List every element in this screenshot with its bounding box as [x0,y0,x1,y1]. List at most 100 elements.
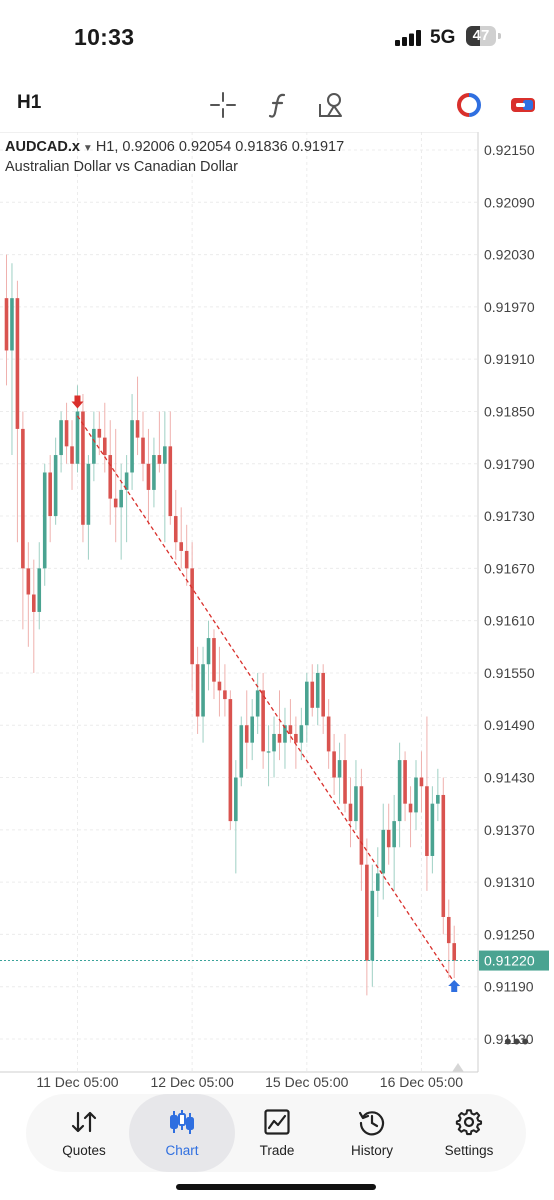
time-label: 15 Dec 05:00 [265,1074,348,1090]
candle [10,263,14,456]
price-label: 0.91790 [484,456,535,472]
candle-body [86,463,91,525]
candle-body [201,664,205,717]
candle-body [70,446,74,464]
candle [15,280,20,543]
tab-settings[interactable]: Settings [421,1094,517,1172]
candle-body [152,455,156,490]
candle [337,742,342,804]
current-price-label: 0.91220 [484,953,535,969]
candle-body [217,681,222,691]
chart-toggle-icon[interactable] [508,90,538,120]
candle [64,402,69,464]
candle-body [234,777,238,822]
candle [108,420,113,525]
candle-body [266,751,271,753]
candle-body [124,472,129,490]
price-chart[interactable]: 0.91220 0.92150 0.92090 0.92030 0.91970 0.91… [0,132,554,1092]
candle-body [392,821,396,848]
candle-body [135,420,140,438]
candle [141,411,145,482]
one-click-trading-icon[interactable] [454,90,484,120]
candle-body [452,943,457,961]
candle-body [441,794,446,917]
candle [37,542,42,630]
candle [239,716,244,787]
candle [81,394,85,543]
candle-body [436,794,440,804]
candle [365,838,369,996]
candle-body [113,498,118,508]
candle [92,411,96,482]
candle [113,428,118,543]
candle [190,542,194,691]
candle-body [157,455,162,464]
history-icon [358,1111,385,1136]
candle [26,542,31,647]
candle [135,376,140,456]
trade-chart-icon [264,1109,290,1135]
status-time: 10:33 [74,24,135,50]
candle-body [184,550,189,569]
candle-body [97,428,102,438]
candle-body [26,568,31,595]
candle [21,411,25,630]
symbol-info[interactable]: AUDCAD.x ▼ H1, 0.92006 0.92054 0.91836 0.9… [5,139,344,155]
function-icon[interactable] [263,90,293,120]
candle [348,777,353,848]
candle-body [206,638,211,665]
candle [272,716,276,778]
timeframe-button[interactable]: H1 [17,92,42,113]
candle [403,751,407,822]
more-options-icon[interactable]: ••• [504,1029,531,1054]
candle [184,524,189,586]
candle-body [425,786,429,856]
candle-body [375,873,380,891]
candlestick-chart[interactable]: 0.91220 0.92150 0.92090 0.92030 0.91970 0.91… [0,132,554,1092]
candle-body [53,455,58,517]
symbol-name[interactable]: AUDCAD.x [5,139,80,155]
tab-label: History [350,1143,393,1158]
tab-chart[interactable]: Chart [129,1094,235,1172]
candle [299,707,304,761]
candle-body [359,786,364,865]
ohlc-values: H1, 0.92006 0.92054 0.91836 0.91917 [95,139,345,155]
candle [408,786,413,848]
candle [86,455,91,560]
candle [119,463,123,560]
objects-icon[interactable] [316,90,346,120]
price-label: 0.92030 [484,247,535,263]
buy-arrow-icon [448,979,461,992]
candle [386,803,391,865]
crosshair-icon[interactable] [208,90,238,120]
candle [441,777,446,935]
tab-history[interactable]: History [324,1094,420,1172]
tab-trade[interactable]: Trade [229,1094,325,1172]
candle [250,699,254,761]
candle-body [446,916,451,944]
candle [201,646,205,743]
candle-body [146,463,151,490]
candle-body [32,594,36,612]
candle-body [305,681,309,726]
candle-body [354,786,358,822]
symbol-dropdown-icon[interactable]: ▼ [82,143,93,154]
candle [321,664,325,734]
candle [332,733,336,795]
candle [146,428,151,525]
candle [217,646,222,717]
candle-body [4,298,9,351]
candle [294,716,298,769]
candle-body [102,437,107,456]
scroll-end-marker [452,1063,464,1072]
candle-body [130,420,134,473]
bottom-tab-bar: Quotes Chart Trade History [26,1094,526,1172]
gear-icon [455,1109,483,1136]
candle [179,507,184,569]
candle-body [119,489,123,508]
network-type: 5G [430,27,456,48]
candle [397,742,402,848]
candle [315,664,320,726]
battery-icon: 47 [466,26,501,46]
tab-quotes[interactable]: Quotes [36,1094,132,1172]
